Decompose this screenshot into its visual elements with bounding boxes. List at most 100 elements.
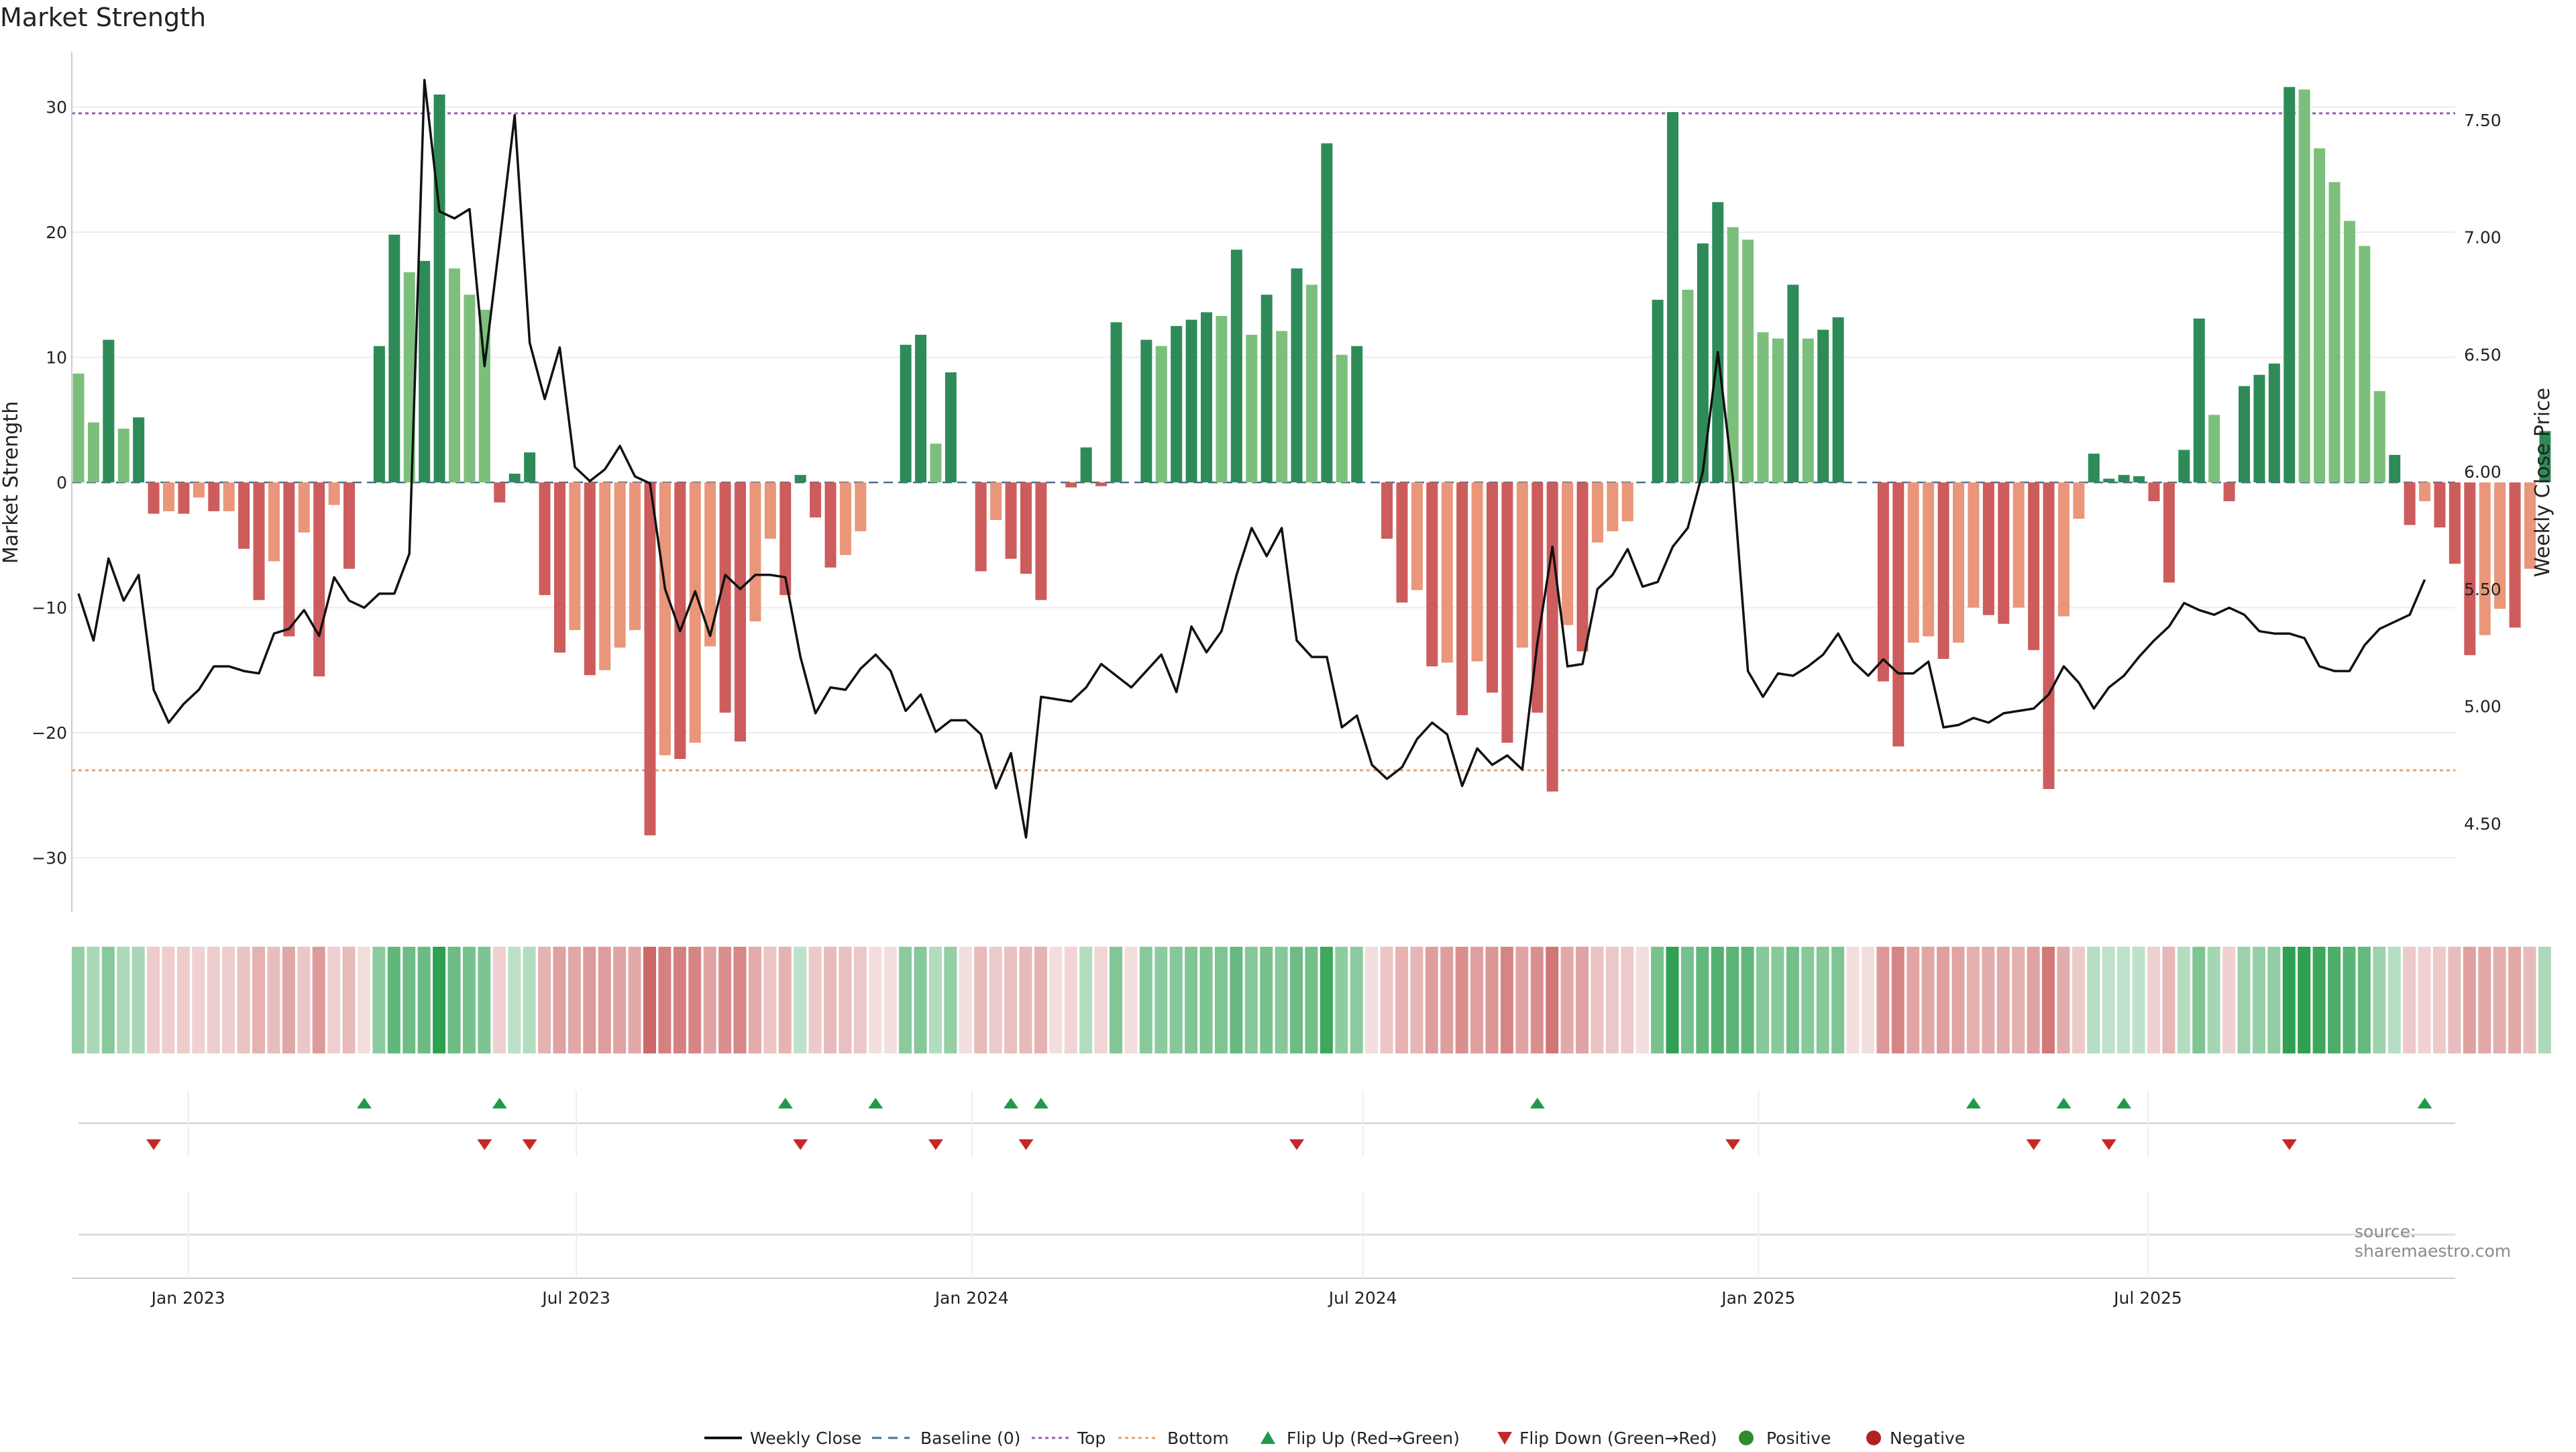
strength-bar — [1216, 315, 1228, 482]
legend-label[interactable]: Flip Down (Green→Red) — [1519, 1429, 1717, 1448]
strength-bar — [1321, 143, 1333, 482]
strength-bar — [614, 482, 626, 648]
strength-bar — [178, 482, 190, 514]
legend-label[interactable]: Weekly Close — [750, 1429, 861, 1448]
strength-bar — [464, 295, 476, 482]
strength-bar — [253, 482, 265, 601]
heat-cell — [2102, 947, 2115, 1053]
heat-cell — [643, 947, 656, 1053]
strength-bar — [268, 482, 280, 562]
heat-cell — [372, 947, 386, 1053]
strength-bar — [1892, 482, 1904, 747]
legend-label[interactable]: Negative — [1890, 1429, 1965, 1448]
source-note: source: sharemaestro.com — [2355, 1222, 2512, 1261]
strength-bar — [1456, 482, 1468, 715]
strength-bar — [2163, 482, 2175, 583]
strength-bar — [1757, 332, 1769, 482]
flip-up-marker — [1529, 1098, 1545, 1108]
strength-bar — [1802, 338, 1814, 482]
strength-bar — [1546, 482, 1558, 792]
heat-cell — [1741, 947, 1754, 1053]
strength-bar — [855, 482, 867, 531]
strength-bar — [419, 260, 431, 482]
heat-cell — [1064, 947, 1077, 1053]
flip-down-marker — [522, 1139, 537, 1150]
strength-bar — [975, 482, 987, 572]
heat-cell — [1395, 947, 1408, 1053]
heat-cell — [1996, 947, 2010, 1053]
strength-bar — [494, 482, 506, 503]
heat-cell — [492, 947, 506, 1053]
heat-cell — [222, 947, 235, 1053]
strength-bar — [2133, 476, 2145, 482]
chart-title: Market Strength — [0, 3, 207, 32]
legend-label[interactable]: Baseline (0) — [920, 1429, 1020, 1448]
strength-bar — [2539, 431, 2551, 482]
legend-label[interactable]: Bottom — [1167, 1429, 1229, 1448]
strength-bar — [1998, 482, 2010, 624]
heat-cell — [357, 947, 370, 1053]
heat-cell — [2237, 947, 2251, 1053]
strength-bar — [584, 482, 596, 676]
strength-bar — [2373, 391, 2385, 482]
strength-bar — [238, 482, 250, 549]
flip-up-marker — [2116, 1098, 2132, 1108]
y2-tick-label: 7.50 — [2464, 111, 2502, 130]
y2-tick-label: 7.00 — [2464, 228, 2502, 248]
x-tick-label: Jul 2025 — [2112, 1288, 2182, 1308]
heat-cell — [1034, 947, 1047, 1053]
strength-bar — [2464, 482, 2476, 656]
strength-bar — [2012, 482, 2025, 608]
heat-cell — [1410, 947, 1424, 1053]
strength-bar — [1652, 299, 1664, 482]
heat-cell — [1440, 947, 1454, 1053]
heat-cell — [1124, 947, 1138, 1053]
strength-bar — [719, 482, 731, 713]
strength-bar — [2509, 482, 2521, 628]
strength-bar — [1441, 482, 1453, 663]
legend-label[interactable]: Flip Up (Red→Green) — [1287, 1429, 1460, 1448]
strength-bar — [1682, 289, 1694, 482]
strength-bar — [945, 372, 957, 482]
heat-cell — [1546, 947, 1559, 1053]
strength-bar — [2238, 386, 2250, 482]
heat-cell — [1937, 947, 1950, 1053]
strength-bar — [2057, 482, 2070, 617]
strength-bar — [1953, 482, 1964, 643]
heat-cell — [1260, 947, 1273, 1053]
strength-bar — [839, 482, 851, 556]
legend-label[interactable]: Top — [1077, 1429, 1106, 1448]
strength-bar — [1471, 482, 1483, 662]
heat-cell — [1455, 947, 1468, 1053]
heat-cell — [628, 947, 641, 1053]
flip-markers — [78, 1098, 2455, 1150]
y-axis-label: Market Strength — [0, 401, 23, 564]
heat-cell — [1621, 947, 1634, 1053]
strength-bar — [524, 452, 536, 482]
heat-cell — [1515, 947, 1529, 1053]
heat-cell — [2177, 947, 2190, 1053]
heat-cell — [2387, 947, 2401, 1053]
heat-cell — [613, 947, 627, 1053]
strength-bar — [1923, 482, 1935, 637]
heat-cell — [1019, 947, 1032, 1053]
strength-bar — [478, 309, 490, 482]
legend-label[interactable]: Positive — [1766, 1429, 1831, 1448]
y-tick-label: 30 — [46, 98, 67, 117]
heat-cell — [2192, 947, 2206, 1053]
heat-cell — [839, 947, 852, 1053]
flip-down-marker — [477, 1139, 492, 1150]
strength-bar — [1140, 340, 1152, 482]
legend[interactable]: Weekly Close Baseline (0) Top Bottom Flip Up… — [704, 1429, 1965, 1448]
y-tick-label: 20 — [46, 223, 67, 242]
strength-bar — [2419, 482, 2431, 501]
strength-bar — [2178, 450, 2190, 482]
strength-bar — [1532, 482, 1544, 713]
strength-bar — [1877, 482, 1889, 682]
strength-bar — [1351, 346, 1363, 482]
heat-cell — [1079, 947, 1093, 1053]
strength-bar — [1667, 111, 1679, 482]
strength-bar — [1246, 334, 1258, 482]
y-tick-label: 10 — [46, 348, 67, 368]
